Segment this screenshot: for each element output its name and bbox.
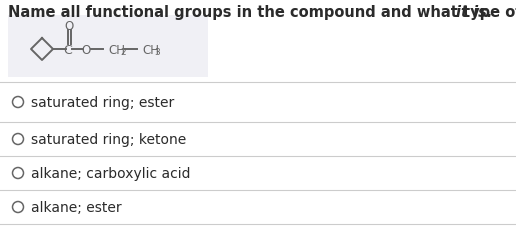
Text: saturated ring; ketone: saturated ring; ketone (31, 133, 186, 146)
FancyBboxPatch shape (8, 16, 208, 78)
Text: saturated ring; ester: saturated ring; ester (31, 96, 174, 110)
Text: CH: CH (142, 43, 159, 56)
Text: CH: CH (108, 43, 125, 56)
Text: it is.: it is. (456, 5, 492, 20)
Text: Name all functional groups in the compound and what type of aliphatic: Name all functional groups in the compou… (8, 5, 516, 20)
Text: O: O (64, 19, 74, 32)
Text: alkane; ester: alkane; ester (31, 200, 122, 214)
Text: 2: 2 (121, 48, 126, 57)
Text: O: O (82, 43, 91, 56)
Text: alkane; carboxylic acid: alkane; carboxylic acid (31, 166, 190, 180)
Text: 3: 3 (154, 48, 160, 57)
Text: C: C (63, 43, 72, 56)
